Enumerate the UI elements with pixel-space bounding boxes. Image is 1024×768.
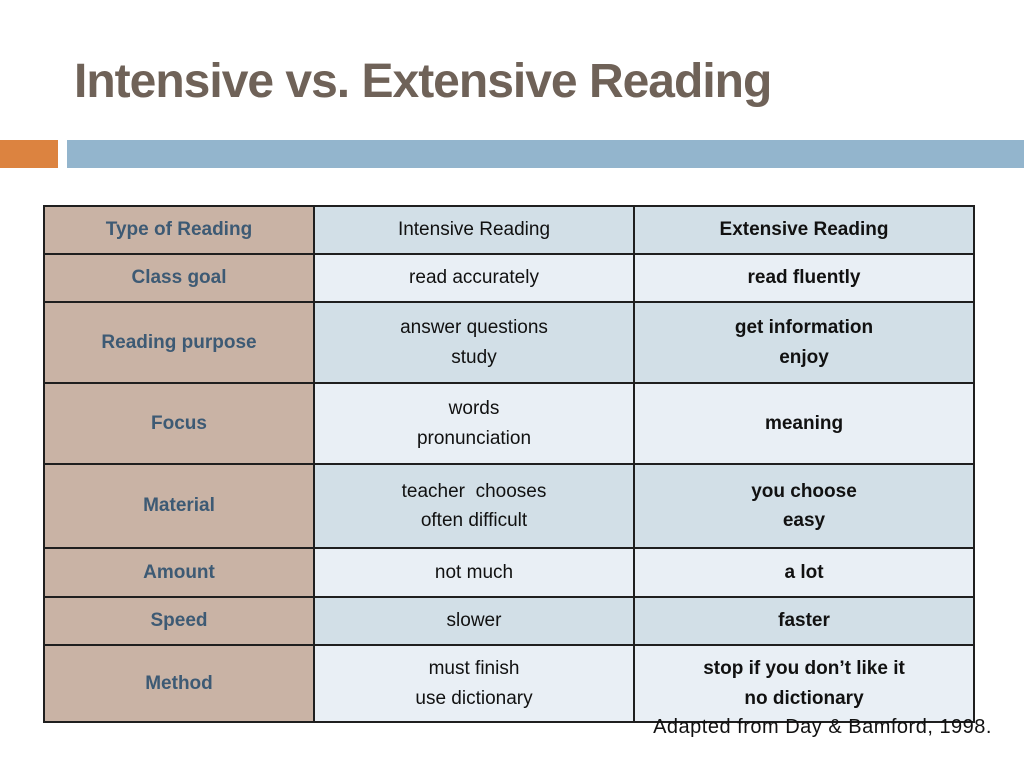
intensive-cell: slower xyxy=(313,596,635,646)
intensive-cell: words pronunciation xyxy=(313,382,635,465)
extensive-cell: a lot xyxy=(633,547,975,598)
row-label: Material xyxy=(43,463,315,549)
table-row-class-goal: Class goal read accurately read fluently xyxy=(43,253,975,303)
blue-accent-bar xyxy=(67,140,1024,168)
row-label: Focus xyxy=(43,382,315,465)
intensive-cell: answer questions study xyxy=(313,301,635,384)
extensive-cell: faster xyxy=(633,596,975,646)
intensive-cell: must finish use dictionary xyxy=(313,644,635,723)
table-row-speed: Speed slower faster xyxy=(43,596,975,646)
row-label: Reading purpose xyxy=(43,301,315,384)
extensive-cell: meaning xyxy=(633,382,975,465)
intensive-cell: read accurately xyxy=(313,253,635,303)
header-intensive-reading: Intensive Reading xyxy=(313,205,635,255)
table-row-amount: Amount not much a lot xyxy=(43,547,975,598)
header-extensive-reading: Extensive Reading xyxy=(633,205,975,255)
row-label: Method xyxy=(43,644,315,723)
row-label: Speed xyxy=(43,596,315,646)
table-row-material: Material teacher chooses often difficult… xyxy=(43,463,975,549)
comparison-table: Type of Reading Intensive Reading Extens… xyxy=(43,205,975,723)
table-header-row: Type of Reading Intensive Reading Extens… xyxy=(43,205,975,255)
intensive-cell: teacher chooses often difficult xyxy=(313,463,635,549)
intensive-cell: not much xyxy=(313,547,635,598)
extensive-cell: read fluently xyxy=(633,253,975,303)
table-row-reading-purpose: Reading purpose answer questions study g… xyxy=(43,301,975,384)
extensive-cell: you choose easy xyxy=(633,463,975,549)
row-label: Class goal xyxy=(43,253,315,303)
extensive-cell: get information enjoy xyxy=(633,301,975,384)
extensive-cell: stop if you don’t like it no dictionary xyxy=(633,644,975,723)
table-row-method: Method must finish use dictionary stop i… xyxy=(43,644,975,723)
slide-title: Intensive vs. Extensive Reading xyxy=(74,55,772,108)
header-type-of-reading: Type of Reading xyxy=(43,205,315,255)
citation: Adapted from Day & Bamford, 1998. xyxy=(653,716,992,738)
row-label: Amount xyxy=(43,547,315,598)
table-row-focus: Focus words pronunciation meaning xyxy=(43,382,975,465)
orange-accent-bar xyxy=(0,140,58,168)
